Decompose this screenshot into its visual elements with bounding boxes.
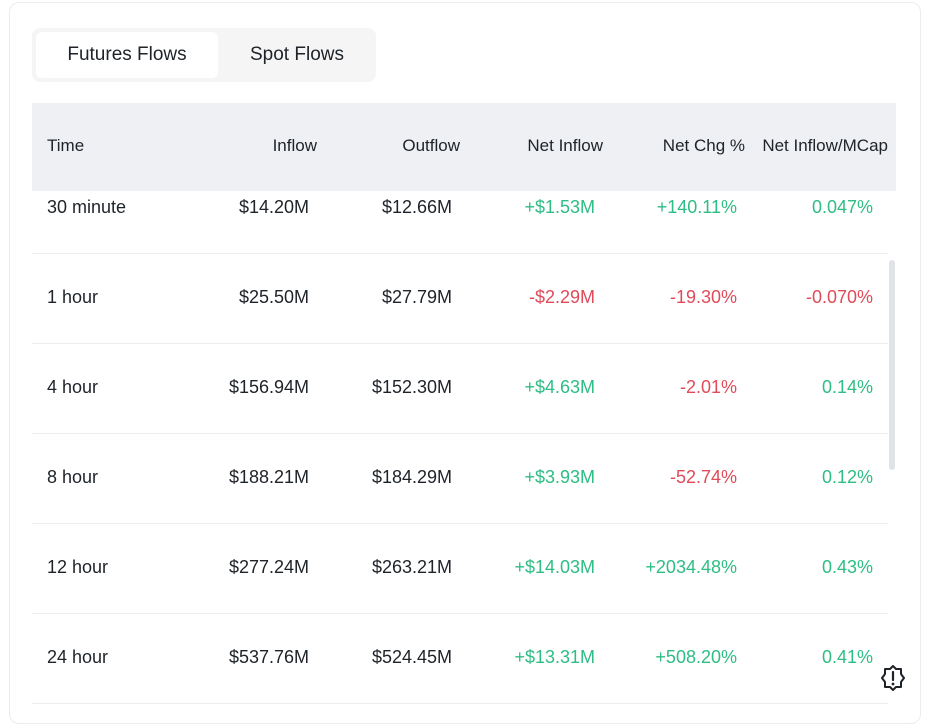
table-cell: +$1.53M: [524, 197, 595, 217]
table-cell: 1 hour: [47, 287, 99, 307]
table-cell: $12.66M: [381, 197, 452, 217]
table-row: 30 minute $14.20M $12.66M +$1.53M +140.11% 0.…: [32, 163, 888, 254]
table-cell: +140.11%: [656, 197, 737, 217]
table-cell: $524.45M: [371, 647, 452, 667]
table-cell: 8 hour: [47, 467, 99, 487]
table-row: 24 hour $537.76M $524.45M +$13.31M +508.20% 0…: [32, 613, 888, 704]
column-header: Inflow: [272, 136, 317, 155]
column-header: Time: [47, 136, 85, 155]
table-cell: +$3.93M: [524, 467, 595, 487]
table-cell: 0.41%: [821, 647, 873, 667]
table-cell: 0.43%: [821, 557, 873, 577]
table-cell: 0.12%: [821, 467, 873, 487]
table-cell: +$14.03M: [514, 557, 595, 577]
table-cell: $184.29M: [371, 467, 452, 487]
column-header: Net Chg %: [662, 136, 745, 155]
table-cell: $14.20M: [238, 197, 309, 217]
table-cell: 12 hour: [47, 557, 109, 577]
feedback-icon[interactable]: [876, 661, 910, 695]
tab-group: Futures Flows Spot Flows: [32, 28, 376, 82]
table-cell: $25.50M: [238, 287, 309, 307]
tab[interactable]: Futures Flows: [36, 32, 218, 78]
table-cell: 30 minute: [47, 197, 127, 217]
table-cell: +508.20%: [655, 647, 737, 667]
table-cell: +2034.48%: [645, 557, 737, 577]
page: Futures Flows Spot Flows 30 minute $14.20M…: [9, 2, 921, 724]
table-cell: 0.14%: [821, 377, 873, 397]
table-cell: 4 hour: [47, 377, 99, 397]
table-cell: $156.94M: [228, 377, 309, 397]
table-cell: +$4.63M: [524, 377, 595, 397]
table-row: 4 hour $156.94M $152.30M +$4.63M -2.01% 0.14%: [32, 343, 888, 434]
table-row: 8 hour $188.21M $184.29M +$3.93M -52.74% 0.12…: [32, 433, 888, 524]
table-cell: -52.74%: [669, 467, 737, 487]
table-cell: $263.21M: [371, 557, 452, 577]
table-cell: 24 hour: [47, 647, 109, 667]
table-cell: +$13.31M: [514, 647, 595, 667]
column-header: Net Inflow/MCap: [762, 136, 888, 155]
table-cell: -19.30%: [669, 287, 737, 307]
scrollbar[interactable]: [889, 260, 895, 470]
table-row: 12 hour $277.24M $263.21M +$14.03M +2034.48%…: [32, 523, 888, 614]
table-row: 1 hour $25.50M $27.79M -$2.29M -19.30% -0.070…: [32, 253, 888, 344]
tab[interactable]: Spot Flows: [250, 44, 344, 65]
table-cell: $537.76M: [228, 647, 309, 667]
table-cell: 0.047%: [811, 197, 873, 217]
table-header: Time Inflow Outflow Net Inflow Net Chg % Net …: [32, 103, 896, 191]
table-cell: -2.01%: [679, 377, 737, 397]
column-header: Outflow: [402, 136, 460, 155]
table-cell: -$2.29M: [528, 287, 595, 307]
table-cell: $27.79M: [381, 287, 452, 307]
table-cell: $277.24M: [228, 557, 309, 577]
table: 30 minute $14.20M $12.66M +$1.53M +140.11% 0.…: [32, 103, 896, 705]
table-cell: $152.30M: [371, 377, 452, 397]
column-header: Net Inflow: [527, 136, 603, 155]
table-cell: $188.21M: [228, 467, 309, 487]
table-cell: -0.070%: [805, 287, 873, 307]
